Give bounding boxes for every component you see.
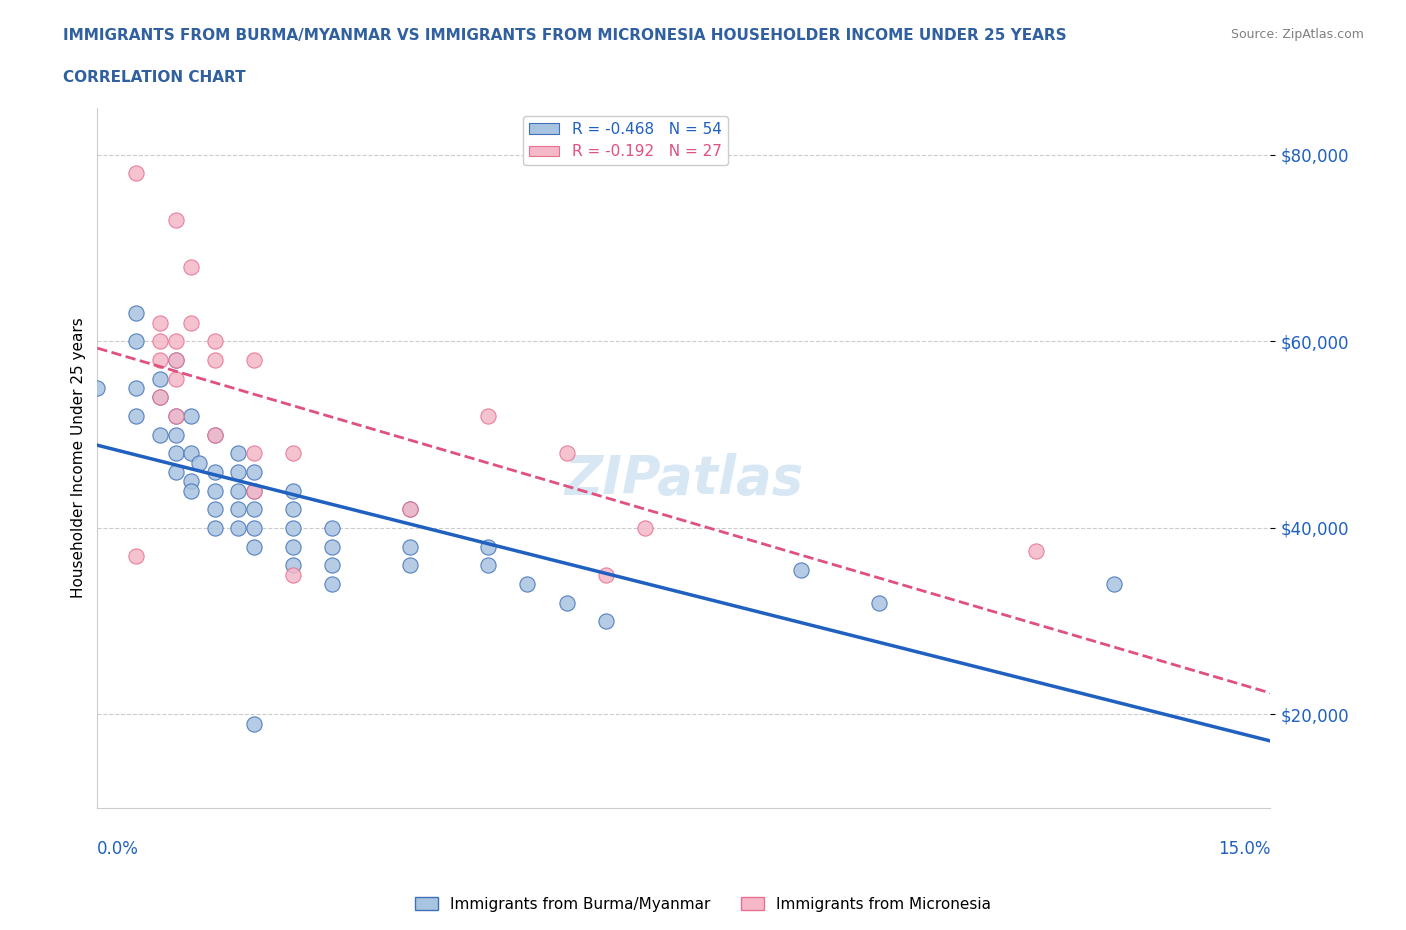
Point — [125, 166, 148, 180]
Point — [281, 558, 304, 573]
Point — [399, 539, 422, 554]
Point — [242, 539, 264, 554]
Point — [188, 455, 211, 470]
Point — [86, 380, 108, 395]
Point — [226, 483, 249, 498]
Y-axis label: Householder Income Under 25 years: Householder Income Under 25 years — [72, 317, 86, 598]
Point — [204, 352, 226, 367]
Point — [149, 390, 172, 405]
Point — [242, 352, 264, 367]
Point — [180, 259, 202, 274]
Point — [165, 408, 187, 423]
Point — [595, 614, 617, 629]
Point — [242, 521, 264, 536]
Point — [125, 306, 148, 321]
Text: ZIPatlas: ZIPatlas — [564, 453, 803, 505]
Point — [555, 445, 578, 460]
Text: CORRELATION CHART: CORRELATION CHART — [63, 70, 246, 85]
Point — [204, 521, 226, 536]
Point — [281, 521, 304, 536]
Point — [165, 464, 187, 479]
Point — [868, 595, 890, 610]
Point — [149, 334, 172, 349]
Point — [321, 539, 343, 554]
Point — [226, 521, 249, 536]
Point — [204, 464, 226, 479]
Text: IMMIGRANTS FROM BURMA/MYANMAR VS IMMIGRANTS FROM MICRONESIA HOUSEHOLDER INCOME U: IMMIGRANTS FROM BURMA/MYANMAR VS IMMIGRA… — [63, 28, 1067, 43]
Point — [242, 464, 264, 479]
Point — [634, 521, 657, 536]
Point — [281, 502, 304, 517]
Point — [242, 502, 264, 517]
Point — [226, 445, 249, 460]
Point — [204, 502, 226, 517]
Point — [125, 408, 148, 423]
Point — [125, 549, 148, 564]
Point — [281, 483, 304, 498]
Point — [281, 567, 304, 582]
Point — [242, 445, 264, 460]
Point — [149, 315, 172, 330]
Point — [204, 427, 226, 442]
Point — [477, 408, 499, 423]
Text: 15.0%: 15.0% — [1218, 841, 1271, 858]
Point — [1025, 544, 1047, 559]
Point — [165, 334, 187, 349]
Point — [149, 371, 172, 386]
Point — [321, 521, 343, 536]
Point — [165, 445, 187, 460]
Point — [165, 352, 187, 367]
Point — [555, 595, 578, 610]
Point — [242, 483, 264, 498]
Point — [321, 577, 343, 591]
Point — [399, 558, 422, 573]
Text: Source: ZipAtlas.com: Source: ZipAtlas.com — [1230, 28, 1364, 41]
Point — [1102, 577, 1125, 591]
Point — [477, 558, 499, 573]
Point — [595, 567, 617, 582]
Point — [516, 577, 538, 591]
Point — [165, 352, 187, 367]
Legend: Immigrants from Burma/Myanmar, Immigrants from Micronesia: Immigrants from Burma/Myanmar, Immigrant… — [409, 890, 997, 918]
Point — [226, 502, 249, 517]
Point — [149, 352, 172, 367]
Point — [180, 445, 202, 460]
Point — [281, 539, 304, 554]
Point — [204, 427, 226, 442]
Point — [165, 427, 187, 442]
Point — [149, 427, 172, 442]
Point — [125, 334, 148, 349]
Point — [399, 502, 422, 517]
Point — [226, 464, 249, 479]
Point — [165, 408, 187, 423]
Text: 0.0%: 0.0% — [97, 841, 139, 858]
Point — [321, 558, 343, 573]
Point — [180, 408, 202, 423]
Point — [790, 563, 813, 578]
Point — [165, 371, 187, 386]
Point — [180, 483, 202, 498]
Point — [149, 390, 172, 405]
Point — [399, 502, 422, 517]
Legend: R = -0.468   N = 54, R = -0.192   N = 27: R = -0.468 N = 54, R = -0.192 N = 27 — [523, 115, 728, 166]
Point — [242, 483, 264, 498]
Point — [180, 473, 202, 488]
Point — [125, 380, 148, 395]
Point — [204, 483, 226, 498]
Point — [477, 539, 499, 554]
Point — [242, 716, 264, 731]
Point — [204, 334, 226, 349]
Point — [281, 445, 304, 460]
Point — [165, 213, 187, 228]
Point — [180, 315, 202, 330]
